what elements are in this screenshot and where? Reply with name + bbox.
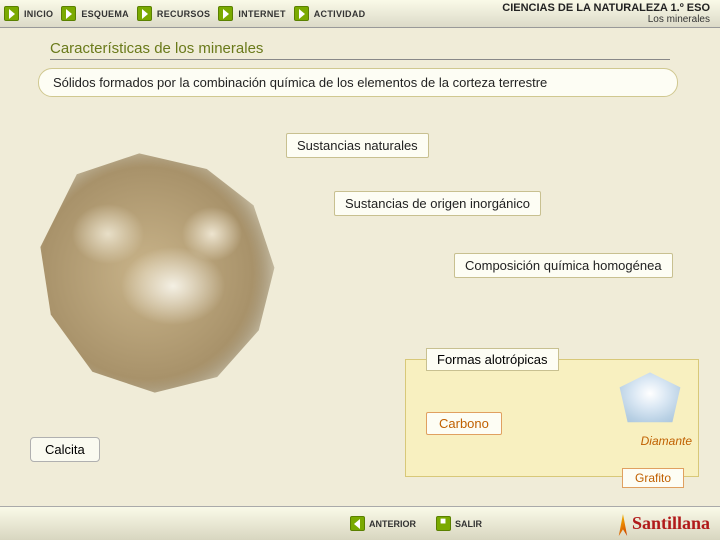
mineral-caption: Calcita xyxy=(30,437,100,462)
diamond-label: Diamante xyxy=(641,434,692,448)
allotrope-panel: Formas alotrópicas Carbono Diamante Graf… xyxy=(405,359,699,477)
nav-actividad[interactable]: ACTIVIDAD xyxy=(294,6,372,21)
characteristic-box: Sustancias naturales xyxy=(286,133,429,158)
prev-icon xyxy=(350,516,365,531)
exit-icon xyxy=(436,516,451,531)
nav-label: ESQUEMA xyxy=(79,7,135,21)
brand-logo: Santillana xyxy=(616,513,710,536)
play-icon xyxy=(218,6,233,21)
topic-subtitle: Los minerales xyxy=(502,14,710,25)
nav-recursos[interactable]: RECURSOS xyxy=(137,6,216,21)
play-icon xyxy=(61,6,76,21)
rock-icon xyxy=(30,143,290,403)
footer-nav: ANTERIOR SALIR xyxy=(350,516,482,531)
characteristic-box: Sustancias de origen inorgánico xyxy=(334,191,541,216)
nav-label: ACTIVIDAD xyxy=(312,7,372,21)
graphite-label: Grafito xyxy=(622,468,684,488)
prev-button[interactable]: ANTERIOR xyxy=(350,516,416,531)
nav-label: INICIO xyxy=(22,7,59,21)
mineral-image xyxy=(30,143,290,403)
footer-bar: ANTERIOR SALIR Santillana xyxy=(0,506,720,540)
course-title: CIENCIAS DE LA NATURALEZA 1.º ESO xyxy=(502,2,710,14)
brand-text: Santillana xyxy=(632,513,710,533)
nav-internet[interactable]: INTERNET xyxy=(218,6,291,21)
characteristic-box: Composición química homogénea xyxy=(454,253,673,278)
top-navbar: INICIO ESQUEMA RECURSOS INTERNET ACTIVID… xyxy=(0,0,720,28)
play-icon xyxy=(294,6,309,21)
play-icon xyxy=(137,6,152,21)
element-label: Carbono xyxy=(426,412,502,435)
nav-label: INTERNET xyxy=(236,7,291,21)
exit-button[interactable]: SALIR xyxy=(436,516,482,531)
header-info: CIENCIAS DE LA NATURALEZA 1.º ESO Los mi… xyxy=(502,2,716,25)
allotrope-title: Formas alotrópicas xyxy=(426,348,559,371)
content-area: Calcita Sustancias naturales Sustancias … xyxy=(0,97,720,497)
nav-inicio[interactable]: INICIO xyxy=(4,6,59,21)
exit-label: SALIR xyxy=(455,519,482,529)
nav-esquema[interactable]: ESQUEMA xyxy=(61,6,135,21)
brand-icon xyxy=(616,514,630,536)
nav-label: RECURSOS xyxy=(155,7,216,21)
intro-text: Sólidos formados por la combinación quím… xyxy=(38,68,678,97)
diamond-icon xyxy=(610,370,690,428)
section-title: Características de los minerales xyxy=(50,40,670,60)
play-icon xyxy=(4,6,19,21)
prev-label: ANTERIOR xyxy=(369,519,416,529)
